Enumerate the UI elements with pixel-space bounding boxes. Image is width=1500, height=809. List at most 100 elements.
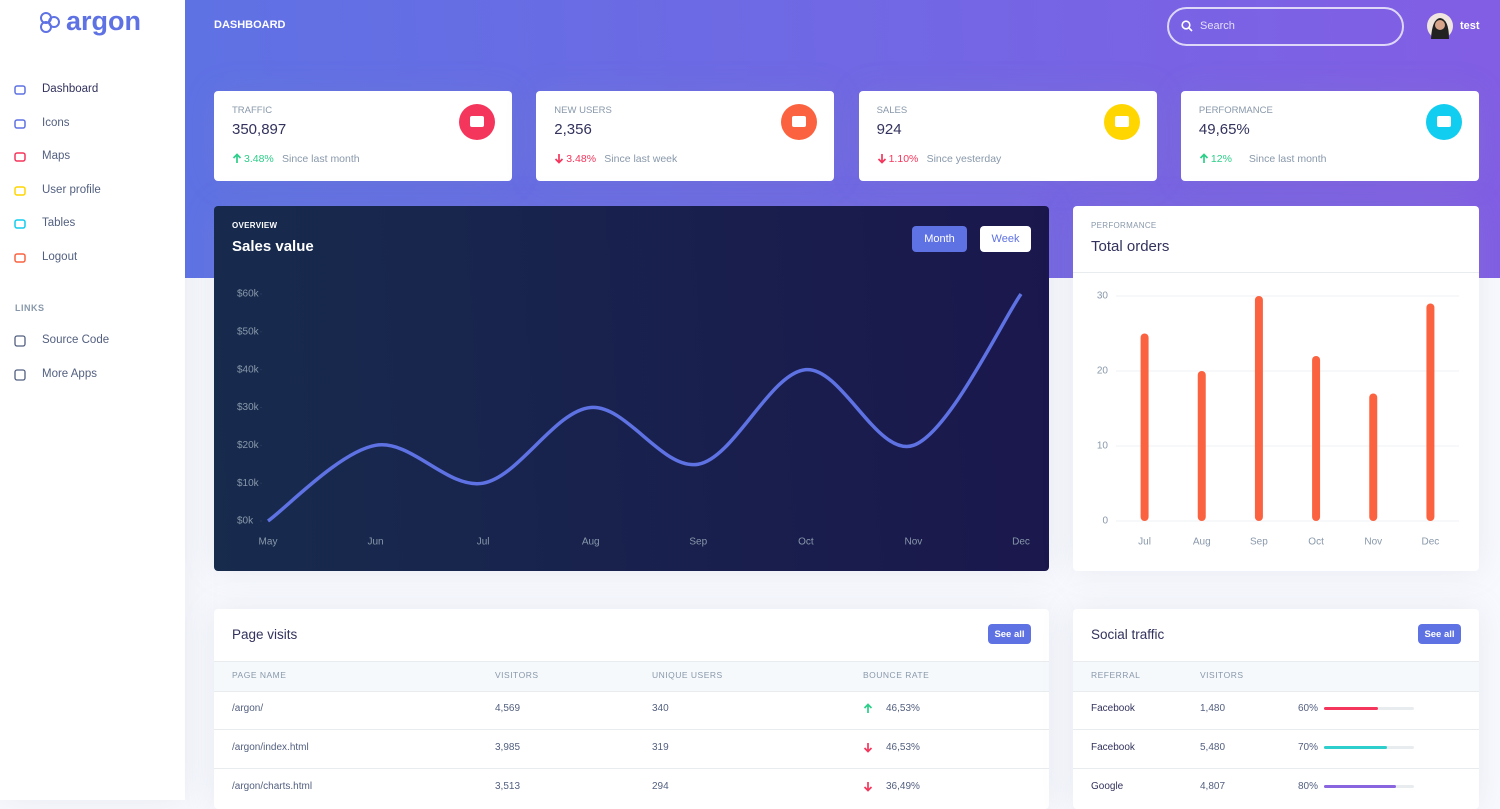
stat-note: Since last month <box>1248 153 1327 165</box>
arrow-path <box>863 743 873 753</box>
table-title: Page visits <box>232 627 298 642</box>
nav-icon-shape <box>14 219 26 230</box>
stat-icon <box>459 104 495 140</box>
y-tick-label: 0 <box>1102 516 1108 527</box>
stat-card: TRAFFIC 350,897 3.48% Since last month <box>214 91 512 181</box>
chart-subtitle: PERFORMANCE <box>1091 221 1157 230</box>
y-tick-label: $50k <box>237 326 260 337</box>
cell-visitors: 4,569 <box>495 703 521 714</box>
stat-note: Since last month <box>282 153 360 165</box>
stat-label: TRAFFIC <box>232 105 273 116</box>
cell-referral: Facebook <box>1091 703 1135 714</box>
link-icon <box>14 335 26 347</box>
x-tick-label: Oct <box>798 537 814 548</box>
stat-value: 2,356 <box>554 121 592 138</box>
cell-percent: 70% <box>1298 742 1319 753</box>
period-button[interactable]: Week <box>980 226 1031 252</box>
link-icon-shape <box>14 369 26 381</box>
bar-chart-card: PERFORMANCE Total orders 0 10 20 30 Jul Aug Sep O… <box>1073 206 1479 571</box>
nav-item[interactable]: Logout <box>42 251 78 263</box>
arrow-path <box>1199 153 1208 163</box>
y-tick-label: 10 <box>1097 441 1109 452</box>
nav-icon <box>14 118 26 129</box>
period-button[interactable]: Month <box>912 226 967 252</box>
stat-change: 3.48% <box>244 153 274 165</box>
progress <box>1324 785 1414 788</box>
cell-bounce: 46,53% <box>886 742 920 753</box>
search-box[interactable]: Search <box>1167 7 1404 46</box>
nav-item[interactable]: Tables <box>42 217 76 230</box>
cell-percent: 80% <box>1298 781 1319 792</box>
cell-visitors: 5,480 <box>1200 742 1226 753</box>
link-item[interactable]: Source Code <box>42 334 110 346</box>
stat-icon <box>1425 104 1462 140</box>
y-tick-label: $30k <box>237 402 260 413</box>
nav-icon <box>14 85 26 95</box>
search-placeholder: Search <box>1200 20 1235 32</box>
link-item[interactable]: More Apps <box>42 368 97 380</box>
nav-item[interactable]: Maps <box>42 150 71 163</box>
nav-item[interactable]: Dashboard <box>42 83 99 95</box>
nav-icon-shape <box>14 152 26 162</box>
table-title: Social traffic <box>1091 627 1165 642</box>
cell-visitors: 4,807 <box>1200 781 1226 792</box>
stat-value: 49,65% <box>1198 121 1250 138</box>
cell-page: /argon/ <box>232 703 264 714</box>
bar <box>1254 296 1263 521</box>
arrow-path <box>232 153 242 163</box>
y-tick-label: $10k <box>237 478 260 489</box>
row-divider <box>1073 768 1479 769</box>
cell-visitors: 3,985 <box>495 742 521 753</box>
row-divider <box>214 729 1049 730</box>
sidebar: argon Dashboard Icons Maps User profile Tabl… <box>0 0 185 800</box>
nav-icon-shape <box>14 253 26 263</box>
nav-icon-shape <box>14 186 26 196</box>
nav-item[interactable]: Icons <box>42 116 70 129</box>
y-tick-label: $40k <box>237 364 260 375</box>
see-all-button[interactable]: See all <box>1418 624 1461 644</box>
see-all-button[interactable]: See all <box>988 624 1031 644</box>
nav-icon <box>14 152 26 162</box>
nav-item[interactable]: User profile <box>42 183 101 196</box>
y-tick-label: 20 <box>1097 366 1109 377</box>
stat-arrow <box>877 154 886 164</box>
stat-change: 3.48% <box>566 153 597 165</box>
y-tick-label: $20k <box>237 440 260 451</box>
column-header: VISITORS <box>1200 670 1244 680</box>
progress <box>1324 746 1414 749</box>
cell-visitors: 3,513 <box>495 781 521 792</box>
cell-bounce: 36,49% <box>886 781 920 792</box>
bounce-arrow <box>863 782 873 792</box>
x-tick-label: Jul <box>1138 537 1151 548</box>
column-header: PAGE NAME <box>232 670 287 680</box>
x-tick-label: Jun <box>368 537 384 548</box>
stat-icon <box>1103 104 1140 140</box>
cell-unique: 340 <box>652 703 669 714</box>
bar <box>1312 356 1321 521</box>
x-tick-label: Oct <box>1308 537 1324 548</box>
table-header-row <box>1073 661 1479 692</box>
x-tick-label: Jul <box>477 537 490 548</box>
column-header: VISITORS <box>495 670 539 680</box>
stat-card: SALES 924 1.10% Since yesterday <box>858 91 1157 181</box>
arrow-path <box>863 782 873 792</box>
bounce-arrow <box>863 743 873 753</box>
stat-icon-glyph <box>1114 116 1129 127</box>
bounce-arrow <box>863 703 873 713</box>
search-icon <box>1181 20 1193 32</box>
user-name[interactable]: test <box>1460 20 1480 32</box>
row-divider <box>1073 729 1479 730</box>
table-card: Social traffic See all REFERRAL VISITORS Fac… <box>1073 609 1479 809</box>
progress-bar <box>1324 746 1387 749</box>
stat-value: 350,897 <box>232 121 287 138</box>
chart-title: Sales value <box>232 238 314 255</box>
avatar[interactable] <box>1427 13 1453 39</box>
cell-referral: Google <box>1091 781 1124 792</box>
bar <box>1140 333 1149 521</box>
links-heading: LINKS <box>15 303 45 313</box>
row-divider <box>214 768 1049 769</box>
y-tick-label: $0k <box>237 516 254 527</box>
stat-icon-glyph <box>1436 116 1451 127</box>
arrow-path <box>555 154 564 164</box>
